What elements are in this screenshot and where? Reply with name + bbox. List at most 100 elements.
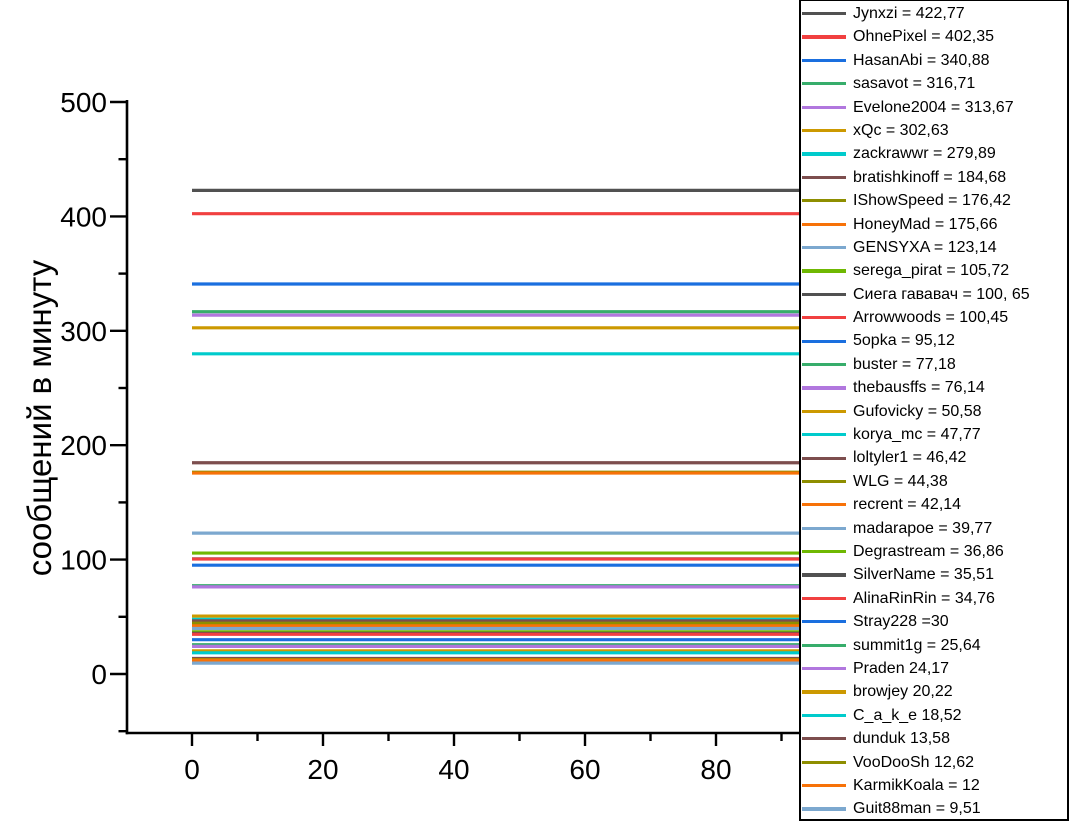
legend-swatch	[802, 783, 846, 788]
legend-label: Сиега гававач = 100, 65	[853, 285, 1030, 303]
legend-label: WLG = 44,38	[853, 472, 948, 490]
legend-label: KarmikKoala = 12	[853, 776, 980, 794]
legend-label: serega_pirat = 105,72	[853, 262, 1010, 280]
legend-label: sasavot = 316,71	[853, 75, 976, 93]
legend-swatch	[802, 456, 846, 460]
y-tick-label: 500	[60, 87, 107, 118]
legend-item: IShowSpeed = 176,42	[801, 189, 1067, 212]
legend-label: bratishkinoff = 184,68	[853, 168, 1007, 186]
legend-item: madarapoe = 39,77	[801, 517, 1067, 540]
legend-swatch	[802, 433, 846, 437]
legend-item: buster = 77,18	[801, 353, 1067, 376]
legend-swatch	[802, 129, 846, 133]
y-tick-label: 200	[60, 430, 107, 461]
y-axis-title: сообщений в минуту	[21, 259, 58, 577]
legend-item: 5opka = 95,12	[801, 329, 1067, 352]
legend-item: HoneyMad = 175,66	[801, 213, 1067, 236]
legend-swatch	[802, 760, 846, 764]
legend-swatch	[802, 526, 846, 530]
legend-label: Praden 24,17	[853, 659, 950, 677]
legend-item: Stray228 =30	[801, 610, 1067, 633]
legend-swatch	[802, 479, 846, 484]
legend-label: 5opka = 95,12	[853, 332, 955, 350]
legend-label: HasanAbi = 340,88	[853, 51, 990, 69]
legend-label: VooDooSh 12,62	[853, 753, 974, 771]
legend-item: GENSYXA = 123,14	[801, 236, 1067, 259]
legend-swatch	[802, 222, 846, 226]
x-tick-label: 0	[184, 754, 200, 785]
legend-label: recrent = 42,14	[853, 496, 962, 514]
legend-item: OhnePixel = 402,35	[801, 25, 1067, 48]
legend-item: SilverName = 35,51	[801, 563, 1067, 586]
legend-item: bratishkinoff = 184,68	[801, 166, 1067, 189]
legend-swatch	[802, 386, 846, 390]
legend-item: Evelone2004 = 313,67	[801, 96, 1067, 119]
legend-swatch	[802, 199, 846, 203]
legend-item: xQc = 302,63	[801, 119, 1067, 142]
x-tick-label: 60	[569, 754, 600, 785]
legend-item: C_a_k_e 18,52	[801, 704, 1067, 727]
legend-label: madarapoe = 39,77	[853, 519, 993, 537]
legend-item: dunduk 13,58	[801, 727, 1067, 750]
legend-swatch	[802, 246, 846, 250]
legend-swatch	[802, 105, 846, 109]
legend-swatch	[802, 82, 846, 86]
legend-item: Arrowwoods = 100,45	[801, 306, 1067, 329]
legend-swatch	[802, 269, 846, 273]
legend-item: recrent = 42,14	[801, 493, 1067, 516]
legend-swatch	[802, 152, 846, 156]
legend-item: loltyler1 = 46,42	[801, 446, 1067, 469]
legend-swatch	[802, 292, 846, 296]
legend-swatch	[802, 362, 846, 367]
legend-swatch	[802, 503, 846, 507]
legend-label: xQc = 302,63	[853, 121, 949, 139]
legend-label: SilverName = 35,51	[853, 566, 994, 584]
legend-label: AlinaRinRin = 34,76	[853, 589, 995, 607]
legend-swatch	[802, 175, 846, 180]
legend-label: zackrawwr = 279,89	[853, 145, 996, 163]
legend-item: thebausffs = 76,14	[801, 376, 1067, 399]
x-tick-label: 40	[438, 754, 469, 785]
x-tick-label: 20	[307, 754, 338, 785]
legend-label: GENSYXA = 123,14	[853, 238, 997, 256]
x-tick-label: 80	[700, 754, 731, 785]
legend-label: browjey 20,22	[853, 683, 953, 701]
legend-label: HoneyMad = 175,66	[853, 215, 998, 233]
legend-item: zackrawwr = 279,89	[801, 142, 1067, 165]
legend-label: Degrastream = 36,86	[853, 542, 1004, 560]
legend-swatch	[802, 12, 846, 16]
legend-swatch	[802, 667, 846, 671]
legend-swatch	[802, 643, 846, 647]
legend-item: Jynxzi = 422,77	[801, 2, 1067, 25]
y-tick-label: 400	[60, 201, 107, 232]
legend-swatch	[802, 620, 846, 624]
legend-label: Jynxzi = 422,77	[853, 5, 965, 22]
legend-label: loltyler1 = 46,42	[853, 449, 967, 467]
legend-label: OhnePixel = 402,35	[853, 28, 994, 46]
legend-item: Degrastream = 36,86	[801, 540, 1067, 563]
legend-swatch	[802, 58, 846, 63]
legend-swatch	[802, 596, 846, 601]
legend-item: KarmikKoala = 12	[801, 774, 1067, 797]
legend-swatch	[802, 573, 846, 577]
legend-label: Evelone2004 = 313,67	[853, 98, 1014, 116]
legend-label: Stray228 =30	[853, 613, 949, 631]
legend-label: C_a_k_e 18,52	[853, 706, 962, 724]
legend-label: korya_mc = 47,77	[853, 426, 981, 444]
legend-label: buster = 77,18	[853, 355, 956, 373]
legend-item: serega_pirat = 105,72	[801, 259, 1067, 282]
legend-item: Guit88man = 9,51	[801, 797, 1067, 819]
y-tick-label: 100	[60, 545, 107, 576]
legend-swatch	[802, 316, 846, 320]
legend-item: korya_mc = 47,77	[801, 423, 1067, 446]
legend-label: IShowSpeed = 176,42	[853, 192, 1011, 210]
legend-label: summit1g = 25,64	[853, 636, 981, 654]
legend-item: WLG = 44,38	[801, 470, 1067, 493]
legend-swatch	[802, 737, 846, 741]
legend-item: summit1g = 25,64	[801, 634, 1067, 657]
legend-label: dunduk 13,58	[853, 730, 950, 748]
legend-label: Gufovicky = 50,58	[853, 402, 982, 420]
legend-swatch	[802, 409, 846, 413]
